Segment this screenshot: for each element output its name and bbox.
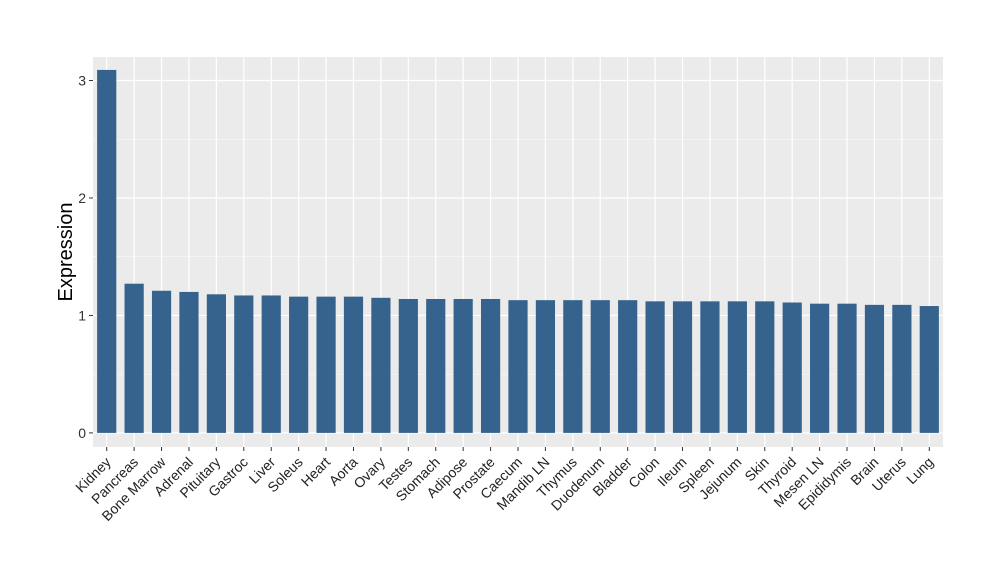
bar-gastroc	[234, 295, 254, 433]
y-tick-label: 3	[78, 72, 86, 88]
bar-colon	[645, 301, 665, 433]
y-axis-title: Expression	[55, 203, 77, 302]
bar-thyroid	[782, 302, 802, 433]
bars	[97, 69, 939, 433]
bar-kidney	[97, 69, 117, 433]
bar-ovary	[371, 297, 391, 433]
bar-lung	[919, 306, 939, 433]
bar-bladder	[618, 300, 638, 433]
bar-heart	[316, 296, 336, 433]
bar-spleen	[700, 301, 720, 433]
bar-pituitary	[206, 294, 226, 433]
bar-uterus	[892, 304, 912, 433]
bar-thymus	[563, 300, 583, 433]
bar-mandib-ln	[535, 300, 556, 433]
bar-pancreas	[124, 283, 144, 433]
bar-caecum	[508, 300, 528, 433]
bar-brain	[864, 304, 885, 433]
bar-bone-marrow	[151, 290, 172, 433]
x-tick-label: Colon	[625, 454, 662, 491]
y-tick-label: 1	[78, 307, 86, 323]
x-tick-label: Heart	[298, 454, 334, 490]
bar-duodenum	[590, 300, 610, 433]
bar-aorta	[343, 296, 364, 433]
bar-stomach	[426, 298, 446, 433]
bar-liver	[261, 295, 281, 433]
bar-ileum	[672, 301, 693, 433]
bar-skin	[755, 301, 775, 433]
bar-soleus	[289, 296, 309, 433]
bar-adipose	[453, 298, 473, 433]
bar-mesen-ln	[810, 303, 830, 433]
y-tick-label: 2	[78, 190, 86, 206]
bar-jejunum	[727, 301, 747, 433]
bar-adrenal	[179, 291, 199, 433]
y-axis: 0 1 2 3	[78, 72, 93, 441]
bar-epididymis	[837, 303, 857, 433]
bar-testes	[398, 298, 418, 433]
y-tick-label: 0	[78, 425, 86, 441]
x-tick-label: Lung	[903, 454, 936, 487]
bar-prostate	[480, 298, 501, 433]
